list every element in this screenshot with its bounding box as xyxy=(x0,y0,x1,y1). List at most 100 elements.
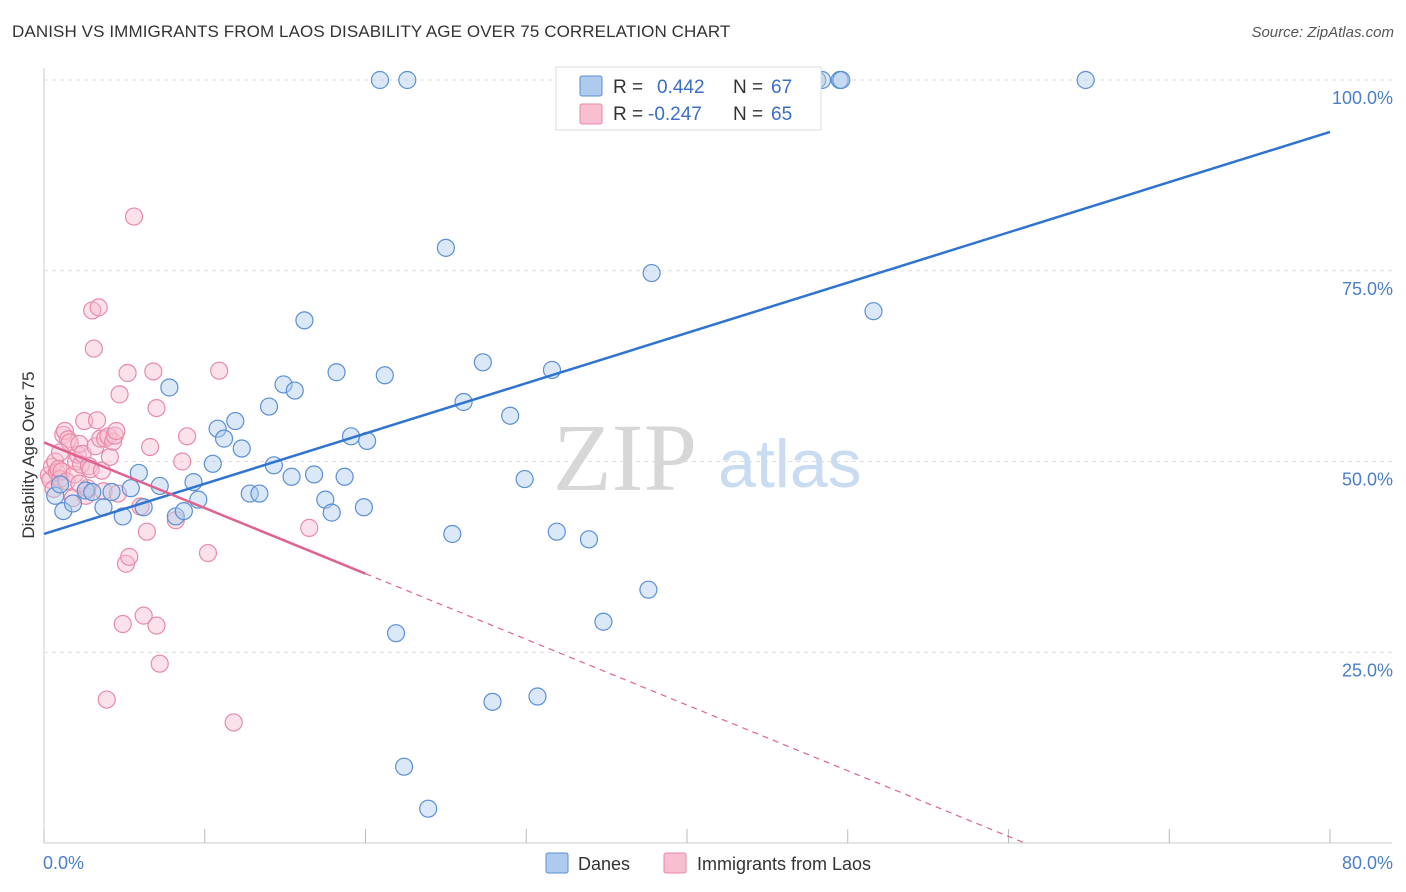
danes-point xyxy=(335,467,354,486)
danes-point xyxy=(121,479,140,498)
laos-point xyxy=(100,447,120,467)
danes-point xyxy=(203,454,222,473)
danes-point xyxy=(528,687,547,706)
danes-point xyxy=(113,507,132,526)
danes-point xyxy=(579,530,599,549)
danes-point xyxy=(443,524,462,544)
trend-lines xyxy=(43,130,1331,844)
laos-points xyxy=(39,207,319,732)
laos-point xyxy=(97,690,116,709)
danes-point xyxy=(160,378,179,397)
laos-trend-line xyxy=(43,441,366,575)
laos-point xyxy=(104,432,123,451)
watermark-zip: ZIP xyxy=(553,404,697,511)
danes-r-value: 0.442 xyxy=(657,77,705,98)
laos-r-label: R = xyxy=(613,104,643,125)
laos-point xyxy=(224,713,243,732)
gridlines xyxy=(44,79,1392,653)
source-credit: Source: ZipAtlas.com xyxy=(1251,24,1394,41)
danes-point xyxy=(394,757,414,776)
x-axis-ticks xyxy=(43,829,1331,843)
danes-point xyxy=(208,419,227,438)
chart-title: DANISH VS IMMIGRANTS FROM LAOS DISABILIT… xyxy=(12,22,731,41)
danes-point xyxy=(436,238,455,257)
laos-point xyxy=(70,434,89,454)
y-axis-tick-labels: 25.0% 50.0% 75.0% 100.0% xyxy=(1332,88,1393,680)
laos-point xyxy=(137,522,156,541)
x-tick-label-max: 80.0% xyxy=(1342,853,1393,873)
danes-point xyxy=(515,469,534,489)
danes-point xyxy=(102,482,121,502)
danes-point xyxy=(83,482,102,502)
y-tick-label: 75.0% xyxy=(1342,279,1393,299)
laos-point xyxy=(177,427,197,446)
laos-point xyxy=(173,452,192,471)
danes-point xyxy=(274,375,293,394)
danes-point xyxy=(232,439,251,458)
danes-point xyxy=(473,353,492,372)
danes-point xyxy=(354,498,373,517)
danes-n-label: N = xyxy=(733,77,763,98)
y-tick-label: 50.0% xyxy=(1342,470,1393,490)
danes-point xyxy=(282,467,301,486)
laos-point xyxy=(198,543,218,563)
danes-point xyxy=(483,692,502,711)
danes-point xyxy=(386,624,406,643)
laos-point xyxy=(110,385,129,404)
danes-point xyxy=(295,311,314,330)
danes-point xyxy=(832,70,851,90)
laos-point xyxy=(65,465,84,484)
laos-point xyxy=(107,421,126,441)
laos-point xyxy=(118,363,137,383)
danes-point xyxy=(214,429,234,448)
danes-point xyxy=(54,501,73,521)
danes-point xyxy=(63,494,83,513)
laos-point xyxy=(210,361,229,380)
watermark: ZIP atlas xyxy=(553,404,862,511)
laos-point xyxy=(70,474,89,493)
danes-point xyxy=(240,484,259,503)
y-axis-label: Disability Age Over 75 xyxy=(19,371,38,538)
danes-point xyxy=(594,612,613,631)
laos-n-label: N = xyxy=(733,104,763,125)
danes-point xyxy=(327,363,346,382)
laos-point xyxy=(147,398,166,418)
danes-point xyxy=(46,486,65,505)
laos-point xyxy=(124,207,144,226)
laos-stat-swatch xyxy=(579,103,603,125)
danes-point xyxy=(639,580,658,599)
laos-point xyxy=(75,411,94,431)
laos-point xyxy=(134,606,153,625)
laos-point xyxy=(59,430,78,449)
laos-point xyxy=(84,339,103,358)
laos-trend-extension xyxy=(365,573,1025,844)
danes-trend-line xyxy=(43,130,1331,536)
danes-point xyxy=(1076,70,1095,90)
laos-n-value: 65 xyxy=(771,104,792,125)
danes-points xyxy=(46,70,1095,818)
legend-label-laos: Immigrants from Laos xyxy=(697,854,871,874)
y-tick-label: 100.0% xyxy=(1332,88,1393,108)
laos-point xyxy=(144,362,163,381)
danes-point xyxy=(322,503,341,522)
danes-r-label: R = xyxy=(613,77,643,98)
danes-point xyxy=(285,381,304,400)
stats-legend-box: R = 0.442 N = 67 R = -0.247 N = 65 xyxy=(555,66,822,131)
danes-point xyxy=(398,70,417,90)
danes-point xyxy=(419,799,438,818)
danes-point xyxy=(174,501,193,521)
danes-point xyxy=(76,481,95,500)
laos-point xyxy=(300,518,319,537)
laos-point xyxy=(89,298,108,317)
danes-point xyxy=(259,397,279,416)
danes-point xyxy=(642,263,661,283)
legend-label-danes: Danes xyxy=(578,854,630,874)
laos-point xyxy=(150,654,169,673)
series-legend: Danes Immigrants from Laos xyxy=(545,852,871,874)
laos-point xyxy=(87,411,107,430)
legend-swatch-laos xyxy=(663,852,687,874)
danes-point xyxy=(501,406,520,425)
danes-point xyxy=(250,484,269,503)
danes-point xyxy=(375,366,394,385)
